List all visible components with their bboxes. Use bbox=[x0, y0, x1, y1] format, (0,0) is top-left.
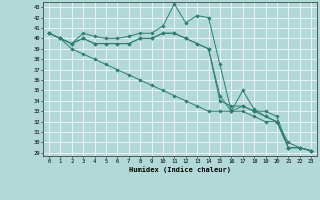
X-axis label: Humidex (Indice chaleur): Humidex (Indice chaleur) bbox=[129, 167, 231, 173]
